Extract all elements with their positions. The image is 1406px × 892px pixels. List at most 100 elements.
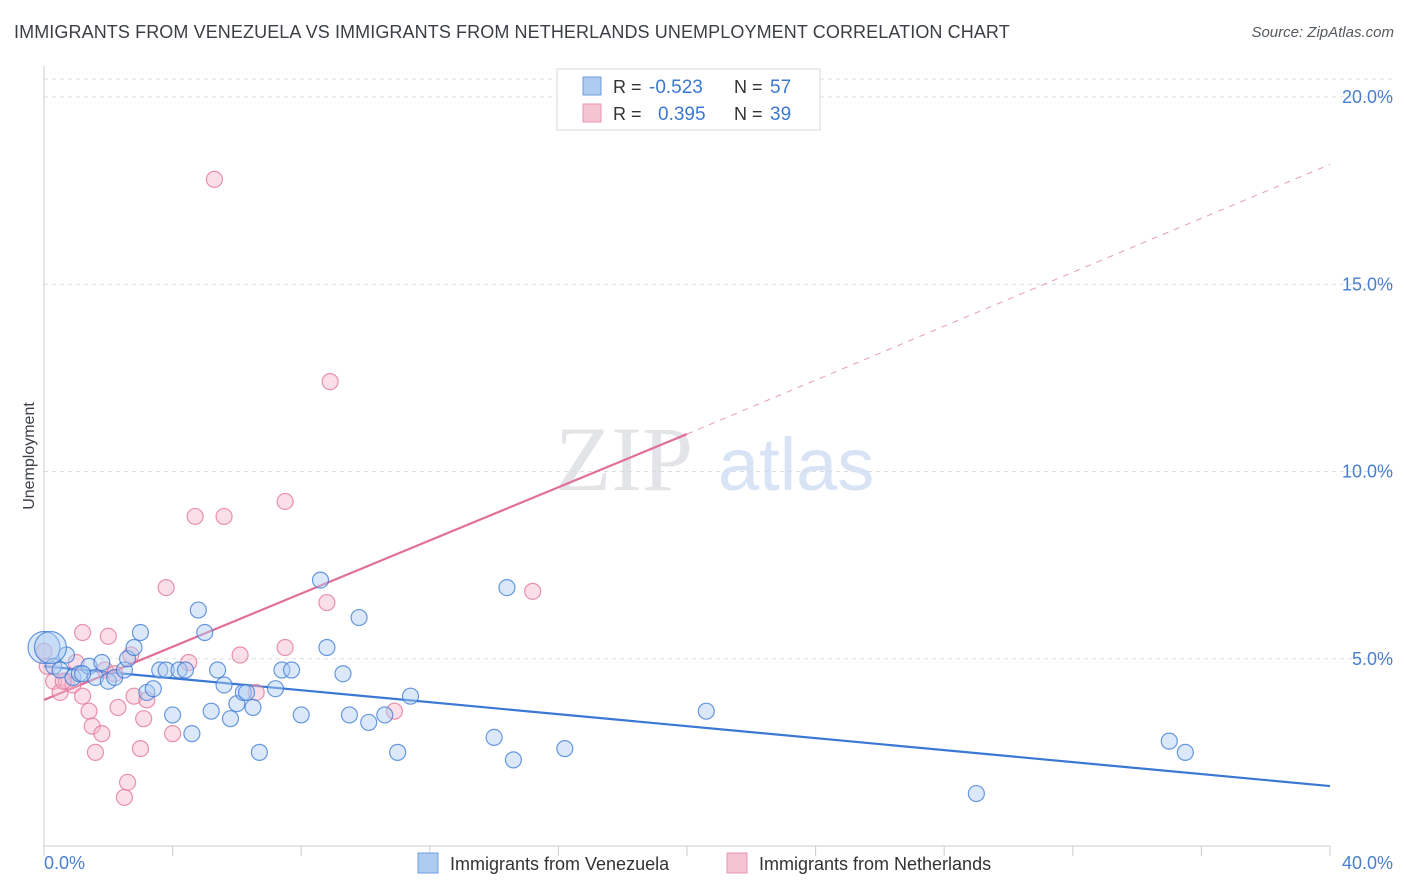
- venezuela-point-33: [250, 743, 269, 761]
- netherlands-point-7: [73, 623, 92, 642]
- y-tick-label-0: 5.0%: [1352, 649, 1393, 669]
- venezuela-point-20: [170, 661, 188, 679]
- trend-lines: [43, 163, 1331, 788]
- netherlands-point-17: [118, 773, 137, 791]
- y-tick-label-3: 20.0%: [1342, 87, 1393, 107]
- venezuela-point-43: [360, 713, 378, 732]
- stats-r-value-blue: -0.523: [649, 77, 703, 98]
- venezuela-point-2: [51, 661, 69, 679]
- venezuela-point-34: [266, 680, 285, 698]
- source-label: Source: ZipAtlas.com: [1251, 24, 1394, 41]
- venezuela-point-50: [556, 740, 574, 758]
- netherlands-point-11: [93, 725, 111, 743]
- stats-n-value-blue: 57: [770, 77, 791, 98]
- stats-n-label-blue: N =: [734, 77, 763, 97]
- legend-swatch-venezuela: [417, 852, 439, 874]
- netherlands-point-33: [321, 373, 339, 391]
- trend-line-venezuela: [43, 665, 1331, 788]
- stats-n-label-pink: N =: [734, 104, 763, 124]
- watermark-atlas: atlas: [718, 423, 874, 506]
- netherlands-point-26: [205, 170, 223, 188]
- netherlands-point-19: [125, 687, 143, 705]
- venezuela-point-14: [131, 623, 150, 642]
- venezuela-point-7: [86, 668, 105, 687]
- netherlands-point-32: [318, 593, 336, 612]
- venezuela-point-8: [93, 653, 111, 672]
- tick-labels: 5.0% 10.0% 15.0% 20.0% 0.0% 40.0%: [44, 87, 1393, 873]
- venezuela-point-27: [215, 676, 233, 694]
- venezuela-point-45: [389, 743, 407, 761]
- netherlands-point-30: [276, 492, 294, 511]
- data-points: [27, 170, 1194, 806]
- venezuela-point-40: [334, 665, 352, 683]
- stats-legend-box: R = -0.523 N = 57 R = 0.395 N = 39: [556, 68, 821, 131]
- netherlands-point-31: [276, 638, 294, 657]
- netherlands-point-34: [385, 702, 404, 720]
- netherlands-point-20: [131, 740, 150, 758]
- stats-swatch-blue: [582, 76, 602, 96]
- netherlands-point-37: [135, 710, 153, 728]
- venezuela-point-26: [209, 661, 227, 679]
- venezuela-point-37: [292, 706, 310, 724]
- stats-r-value-pink: 0.395: [658, 104, 706, 125]
- venezuela-point-46: [401, 687, 420, 705]
- netherlands-point-13: [99, 627, 117, 645]
- venezuela-point-47: [485, 728, 503, 746]
- venezuela-point-41: [340, 706, 359, 724]
- venezuela-point-48: [498, 578, 516, 597]
- venezuela-point-51: [697, 702, 715, 720]
- venezuela-point-19: [164, 706, 182, 724]
- venezuela-point-17: [151, 661, 169, 679]
- venezuela-point-32: [244, 698, 262, 717]
- venezuela-point-35: [273, 661, 291, 679]
- venezuela-point-21: [176, 661, 195, 679]
- venezuela-point-25: [202, 702, 220, 720]
- venezuela-point-28: [221, 710, 240, 728]
- netherlands-point-15: [109, 698, 127, 717]
- legend-label-venezuela: Immigrants from Venezuela: [450, 854, 670, 874]
- netherlands-point-25: [186, 507, 204, 526]
- legend-label-netherlands: Immigrants from Netherlands: [759, 854, 991, 874]
- netherlands-point-27: [215, 507, 233, 526]
- venezuela-point-54: [1176, 743, 1194, 761]
- stats-r-label-pink: R =: [613, 104, 642, 124]
- venezuela-point-36: [282, 661, 301, 679]
- grid-lines: [44, 78, 1392, 660]
- netherlands-point-8: [80, 702, 98, 720]
- netherlands-point-16: [115, 788, 133, 806]
- venezuela-point-42: [350, 608, 368, 627]
- x-tick-label-start: 0.0%: [44, 853, 85, 873]
- trend-line-netherlands-projection: [686, 163, 1331, 435]
- y-tick-label-2: 15.0%: [1342, 274, 1393, 294]
- venezuela-point-44: [376, 706, 394, 724]
- venezuela-point-52: [967, 784, 985, 803]
- x-tick-label-end: 40.0%: [1342, 853, 1393, 873]
- chart-title: IMMIGRANTS FROM VENEZUELA VS IMMIGRANTS …: [14, 22, 1010, 42]
- y-axis-label: Unemployment: [21, 402, 38, 510]
- venezuela-point-13: [125, 638, 143, 657]
- venezuela-point-18: [157, 661, 175, 679]
- venezuela-point-22: [183, 725, 201, 743]
- stats-n-value-pink: 39: [770, 104, 791, 125]
- venezuela-point-23: [189, 601, 207, 619]
- netherlands-point-22: [157, 578, 175, 597]
- bottom-legend: Immigrants from Venezuela Immigrants fro…: [417, 852, 991, 874]
- venezuela-point-39: [318, 638, 336, 657]
- venezuela-point-55: [33, 630, 68, 665]
- venezuela-point-31: [237, 683, 256, 702]
- y-tick-label-1: 10.0%: [1342, 462, 1393, 482]
- netherlands-point-23: [164, 725, 182, 743]
- venezuela-point-24: [196, 623, 214, 642]
- netherlands-point-6: [73, 687, 92, 705]
- netherlands-point-36: [54, 672, 72, 690]
- netherlands-point-10: [86, 743, 105, 761]
- netherlands-point-35: [524, 582, 542, 600]
- venezuela-point-16: [144, 680, 162, 698]
- legend-swatch-netherlands: [726, 852, 748, 874]
- venezuela-point-49: [504, 751, 522, 769]
- stats-r-label-blue: R =: [613, 77, 642, 97]
- venezuela-point-53: [1160, 732, 1178, 750]
- venezuela-point-56: [73, 665, 92, 683]
- trend-line-netherlands: [43, 433, 688, 701]
